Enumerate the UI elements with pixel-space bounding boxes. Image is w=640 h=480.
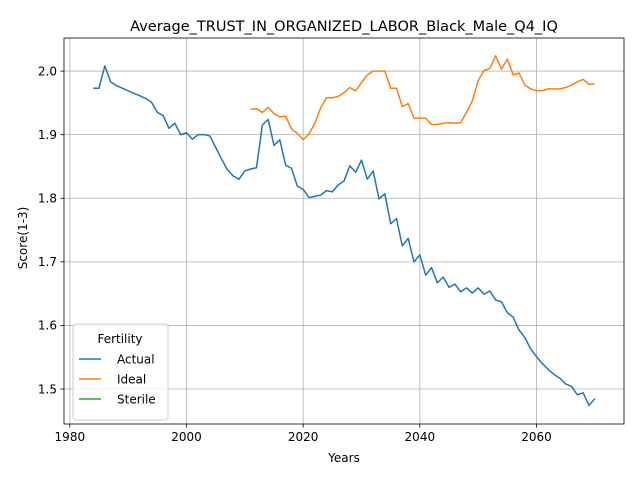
legend-label-sterile: Sterile <box>117 392 156 406</box>
x-tick-label: 2040 <box>405 430 436 444</box>
x-tick-label: 1980 <box>55 430 86 444</box>
series-lines <box>93 55 596 407</box>
x-tick-label: 2060 <box>521 430 552 444</box>
y-tick-label: 2.0 <box>38 64 57 78</box>
legend-label-actual: Actual <box>117 352 155 366</box>
series-line-ideal <box>250 55 595 141</box>
grid-lines <box>64 38 624 424</box>
plot-frame <box>63 37 625 425</box>
x-axis-ticks: 1980 2000 2020 2040 2060 <box>55 424 552 444</box>
x-tick-label: 2000 <box>171 430 202 444</box>
chart-title: Average_TRUST_IN_ORGANIZED_LABOR_Black_M… <box>130 19 558 35</box>
y-tick-label: 1.9 <box>38 128 57 142</box>
x-axis-label: Years <box>327 451 360 465</box>
y-tick-label: 1.8 <box>38 192 57 206</box>
legend-box <box>72 323 169 421</box>
x-tick-label: 2020 <box>288 430 319 444</box>
y-tick-label: 1.7 <box>38 255 57 269</box>
y-axis-ticks: 1.5 1.6 1.7 1.8 1.9 2.0 <box>38 64 64 396</box>
legend-label-ideal: Ideal <box>117 372 146 386</box>
y-tick-label: 1.5 <box>38 382 57 396</box>
y-axis-label: Score(1-3) <box>16 207 30 270</box>
legend-title: Fertility <box>97 332 142 346</box>
series-line-actual <box>93 65 596 407</box>
legend: Fertility Actual Ideal Sterile <box>72 323 169 421</box>
y-tick-label: 1.6 <box>38 319 57 333</box>
